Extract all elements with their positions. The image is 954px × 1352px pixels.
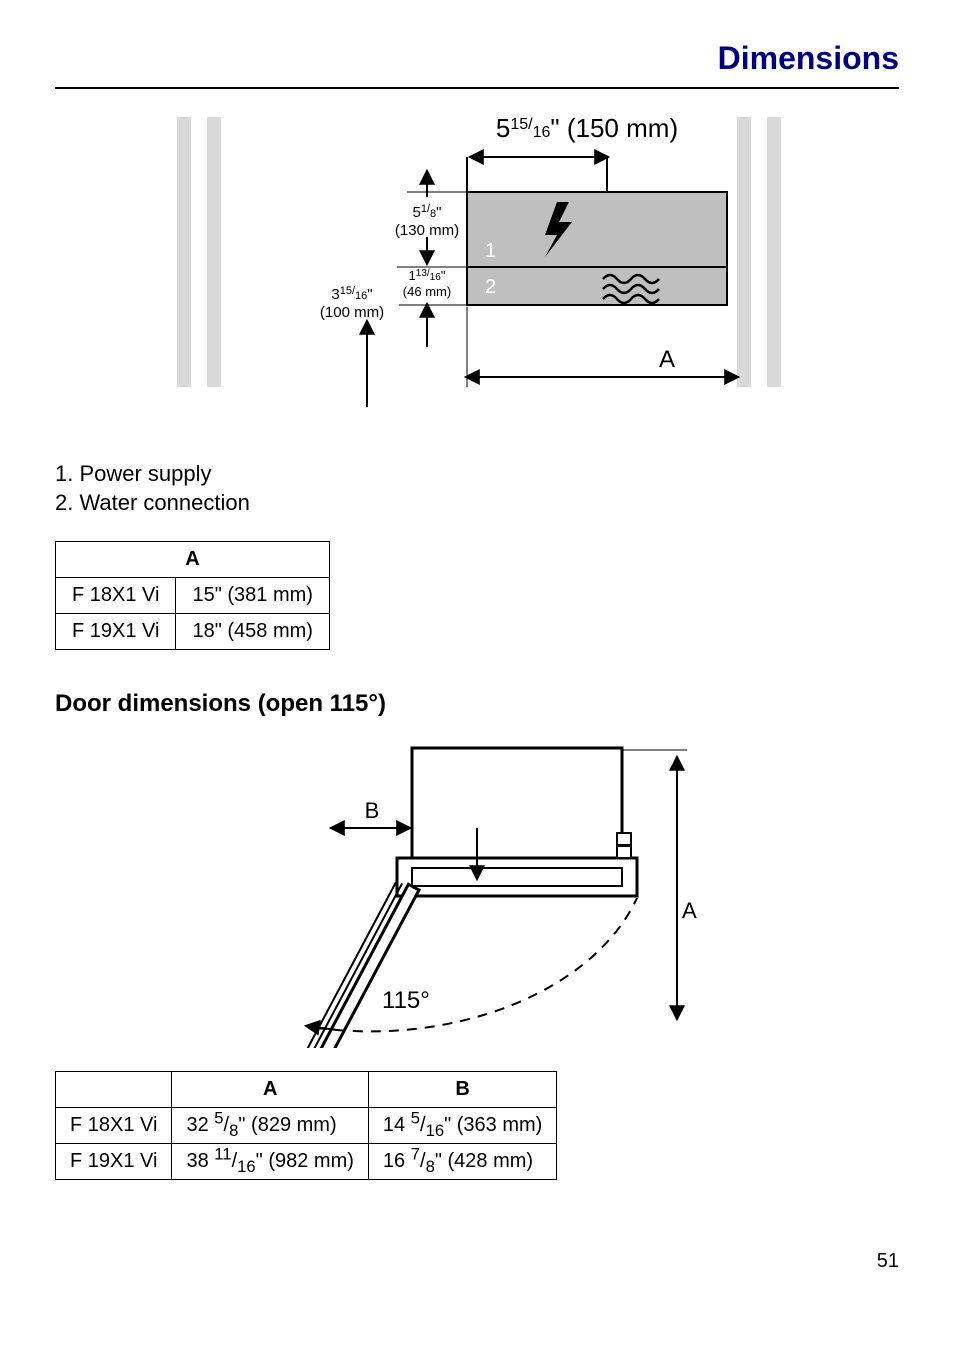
- cell-b: 14 5/16" (363 mm): [368, 1108, 556, 1144]
- svg-text:(46 mm): (46 mm): [403, 284, 451, 299]
- marker-2: 2: [485, 276, 496, 298]
- wall-left-outer: [177, 117, 191, 387]
- dim-a-label: A: [659, 346, 675, 373]
- dim-sec2-height: 113/16": [409, 268, 446, 283]
- wall-right-inner: [737, 117, 751, 387]
- dim-sec1-height: 51/8": [413, 203, 442, 221]
- cell-model: F 18X1 Vi: [56, 1108, 172, 1144]
- dim-a-label-door: A: [682, 898, 697, 923]
- cell-value: 18" (458 mm): [176, 614, 329, 650]
- table-row: F 18X1 Vi 32 5/8" (829 mm) 14 5/16" (363…: [56, 1108, 557, 1144]
- section-heading-door: Door dimensions (open 115°): [55, 690, 899, 718]
- cell-model: F 18X1 Vi: [56, 578, 176, 614]
- legend-item-1: 1. Power supply: [55, 460, 899, 489]
- legend: 1. Power supply 2. Water connection: [55, 460, 899, 517]
- dim-b-label: B: [365, 798, 380, 823]
- wall-right-outer: [767, 117, 781, 387]
- table-row: F 19X1 Vi 38 11/16" (982 mm) 16 7/8" (42…: [56, 1144, 557, 1180]
- diagram-connections: 515/16" (150 mm) 1 2 51/8" (130 mm): [55, 107, 899, 442]
- cell-a: 32 5/8" (829 mm): [172, 1108, 368, 1144]
- header-blank: [56, 1072, 172, 1108]
- table-ab: A B F 18X1 Vi 32 5/8" (829 mm) 14 5/16" …: [55, 1071, 557, 1180]
- cell-b: 16 7/8" (428 mm): [368, 1144, 556, 1180]
- table-row: F 18X1 Vi 15" (381 mm): [56, 578, 330, 614]
- dim-top-width: 515/16" (150 mm): [496, 113, 678, 143]
- section-power: [467, 192, 727, 267]
- cell-value: 15" (381 mm): [176, 578, 329, 614]
- marker-1: 1: [485, 240, 496, 262]
- table-a: A F 18X1 Vi 15" (381 mm) F 19X1 Vi 18" (…: [55, 541, 330, 650]
- svg-text:(100 mm): (100 mm): [320, 304, 384, 321]
- title-rule: [55, 87, 899, 89]
- angle-label: 115°: [382, 987, 430, 1014]
- page-title: Dimensions: [55, 40, 899, 77]
- table-row: F 19X1 Vi 18" (458 mm): [56, 614, 330, 650]
- legend-item-2: 2. Water connection: [55, 489, 899, 518]
- cell-model: F 19X1 Vi: [56, 614, 176, 650]
- cell-a: 38 11/16" (982 mm): [172, 1144, 368, 1180]
- wall-left-inner: [207, 117, 221, 387]
- diagram-door: 115° B A: [55, 728, 899, 1053]
- dim-left-height: 315/16": [331, 285, 372, 303]
- header-b: B: [368, 1072, 556, 1108]
- table-a-header: A: [56, 542, 330, 578]
- section-water: [467, 267, 727, 305]
- cell-model: F 19X1 Vi: [56, 1144, 172, 1180]
- svg-text:(130 mm): (130 mm): [395, 222, 459, 239]
- page-number: 51: [55, 1250, 899, 1273]
- header-a: A: [172, 1072, 368, 1108]
